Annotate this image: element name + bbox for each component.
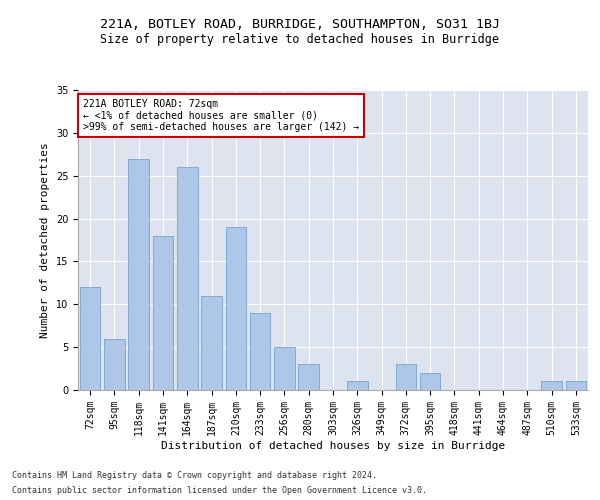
Bar xyxy=(395,364,416,390)
X-axis label: Distribution of detached houses by size in Burridge: Distribution of detached houses by size … xyxy=(161,440,505,450)
Bar xyxy=(177,167,197,390)
Bar xyxy=(347,382,368,390)
Bar xyxy=(128,158,149,390)
Bar xyxy=(541,382,562,390)
Bar xyxy=(274,347,295,390)
Text: 221A, BOTLEY ROAD, BURRIDGE, SOUTHAMPTON, SO31 1BJ: 221A, BOTLEY ROAD, BURRIDGE, SOUTHAMPTON… xyxy=(100,18,500,30)
Bar xyxy=(250,313,271,390)
Bar xyxy=(104,338,125,390)
Bar xyxy=(298,364,319,390)
Text: Contains public sector information licensed under the Open Government Licence v3: Contains public sector information licen… xyxy=(12,486,427,495)
Bar xyxy=(152,236,173,390)
Text: Size of property relative to detached houses in Burridge: Size of property relative to detached ho… xyxy=(101,32,499,46)
Y-axis label: Number of detached properties: Number of detached properties xyxy=(40,142,50,338)
Bar xyxy=(566,382,586,390)
Text: Contains HM Land Registry data © Crown copyright and database right 2024.: Contains HM Land Registry data © Crown c… xyxy=(12,471,377,480)
Bar xyxy=(80,287,100,390)
Bar xyxy=(420,373,440,390)
Text: 221A BOTLEY ROAD: 72sqm
← <1% of detached houses are smaller (0)
>99% of semi-de: 221A BOTLEY ROAD: 72sqm ← <1% of detache… xyxy=(83,99,359,132)
Bar xyxy=(201,296,222,390)
Bar xyxy=(226,227,246,390)
